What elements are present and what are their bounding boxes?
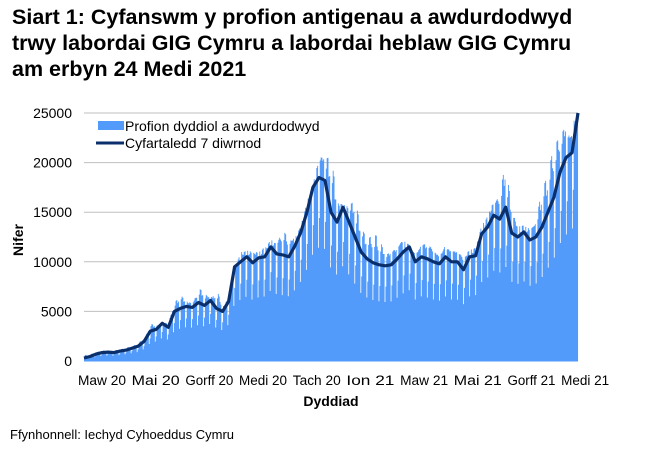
daily-tests-bars <box>84 113 579 361</box>
x-axis-ticks: Maw 20 Mai 20 Gorff 20 Medi 20 Tach 20 Ion 21… <box>78 373 609 388</box>
daily-bar <box>84 113 579 361</box>
x-tick-label: Mai 20 <box>132 373 180 388</box>
x-axis-label: Dyddiad <box>303 393 358 409</box>
legend-bar-label: Profion dyddiol a awdurdodwyd <box>125 118 320 134</box>
x-tick-label: Gorff 20 <box>185 373 233 388</box>
x-tick-label: Gorff 21 <box>507 373 555 388</box>
seven-day-average-line <box>83 112 580 360</box>
source-note: Ffynhonnell: Iechyd Cyhoeddus Cymru <box>10 427 235 442</box>
y-tick-label: 5000 <box>41 303 72 319</box>
y-axis-label: Nifer <box>10 224 26 256</box>
legend: Profion dyddiol a awdurdodwyd Cyfartaled… <box>96 118 320 151</box>
x-tick-label: Medi 20 <box>239 373 287 388</box>
chart-title-line-1: Siart 1: Cyfanswm y profion antigenau a … <box>12 5 573 29</box>
y-tick-label: 20000 <box>33 155 72 171</box>
legend-bar-swatch <box>98 121 124 130</box>
chart-title-line-2: trwy labordai GIG Cymru a labordai hebla… <box>12 31 572 55</box>
x-tick-label: Maw 21 <box>400 373 448 388</box>
y-tick-label: 10000 <box>33 254 72 270</box>
x-tick-label: Medi 21 <box>561 373 609 388</box>
y-tick-label: 0 <box>64 353 72 369</box>
x-tick-label: Tach 20 <box>293 373 341 388</box>
y-tick-label: 25000 <box>33 105 72 121</box>
x-tick-label: Mai 21 <box>454 373 502 388</box>
y-axis-ticks: 0 5000 10000 15000 20000 25000 <box>33 105 72 369</box>
chart-title: Siart 1: Cyfanswm y profion antigenau a … <box>12 4 652 82</box>
legend-line-label: Cyfartaledd 7 diwrnod <box>125 135 261 151</box>
x-tick-label: Ion 21 <box>346 373 394 388</box>
chart-title-line-3: am erbyn 24 Medi 2021 <box>12 57 247 81</box>
x-tick-label: Maw 20 <box>78 373 126 388</box>
y-tick-label: 15000 <box>33 204 72 220</box>
